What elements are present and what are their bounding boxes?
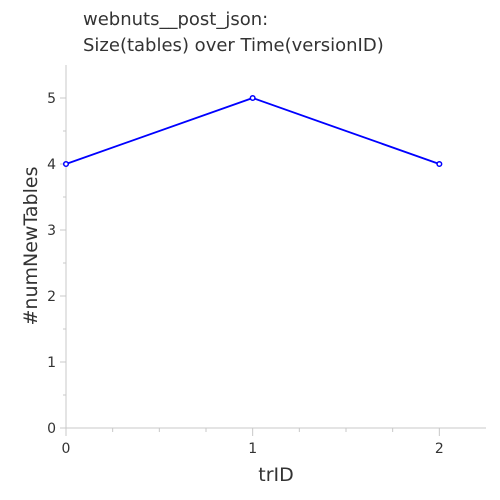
data-point [249, 94, 256, 102]
series-line [65, 97, 440, 165]
y-tick-label: 1 [47, 355, 56, 371]
chart-title-line-2: Size(tables) over Time(versionID) [83, 35, 384, 56]
x-tick-label: 2 [435, 441, 444, 457]
y-tick-label: 0 [47, 421, 56, 437]
x-axis-label: trID [258, 464, 294, 486]
y-tick-label: 4 [47, 157, 56, 173]
ticks: 0 1 2 3 4 5 0 1 2 [47, 91, 444, 457]
series-layer [62, 94, 443, 168]
chart-title-line-1: webnuts__post_json: [83, 9, 268, 30]
y-tick-label: 3 [47, 223, 56, 239]
x-tick-label: 1 [248, 441, 257, 457]
data-point [436, 160, 443, 168]
y-tick-label: 2 [47, 289, 56, 305]
axes [65, 65, 486, 429]
y-tick-label: 5 [47, 91, 56, 107]
y-axis-label: #numNewTables [20, 167, 42, 326]
x-tick-label: 0 [62, 441, 71, 457]
data-point [62, 160, 70, 168]
